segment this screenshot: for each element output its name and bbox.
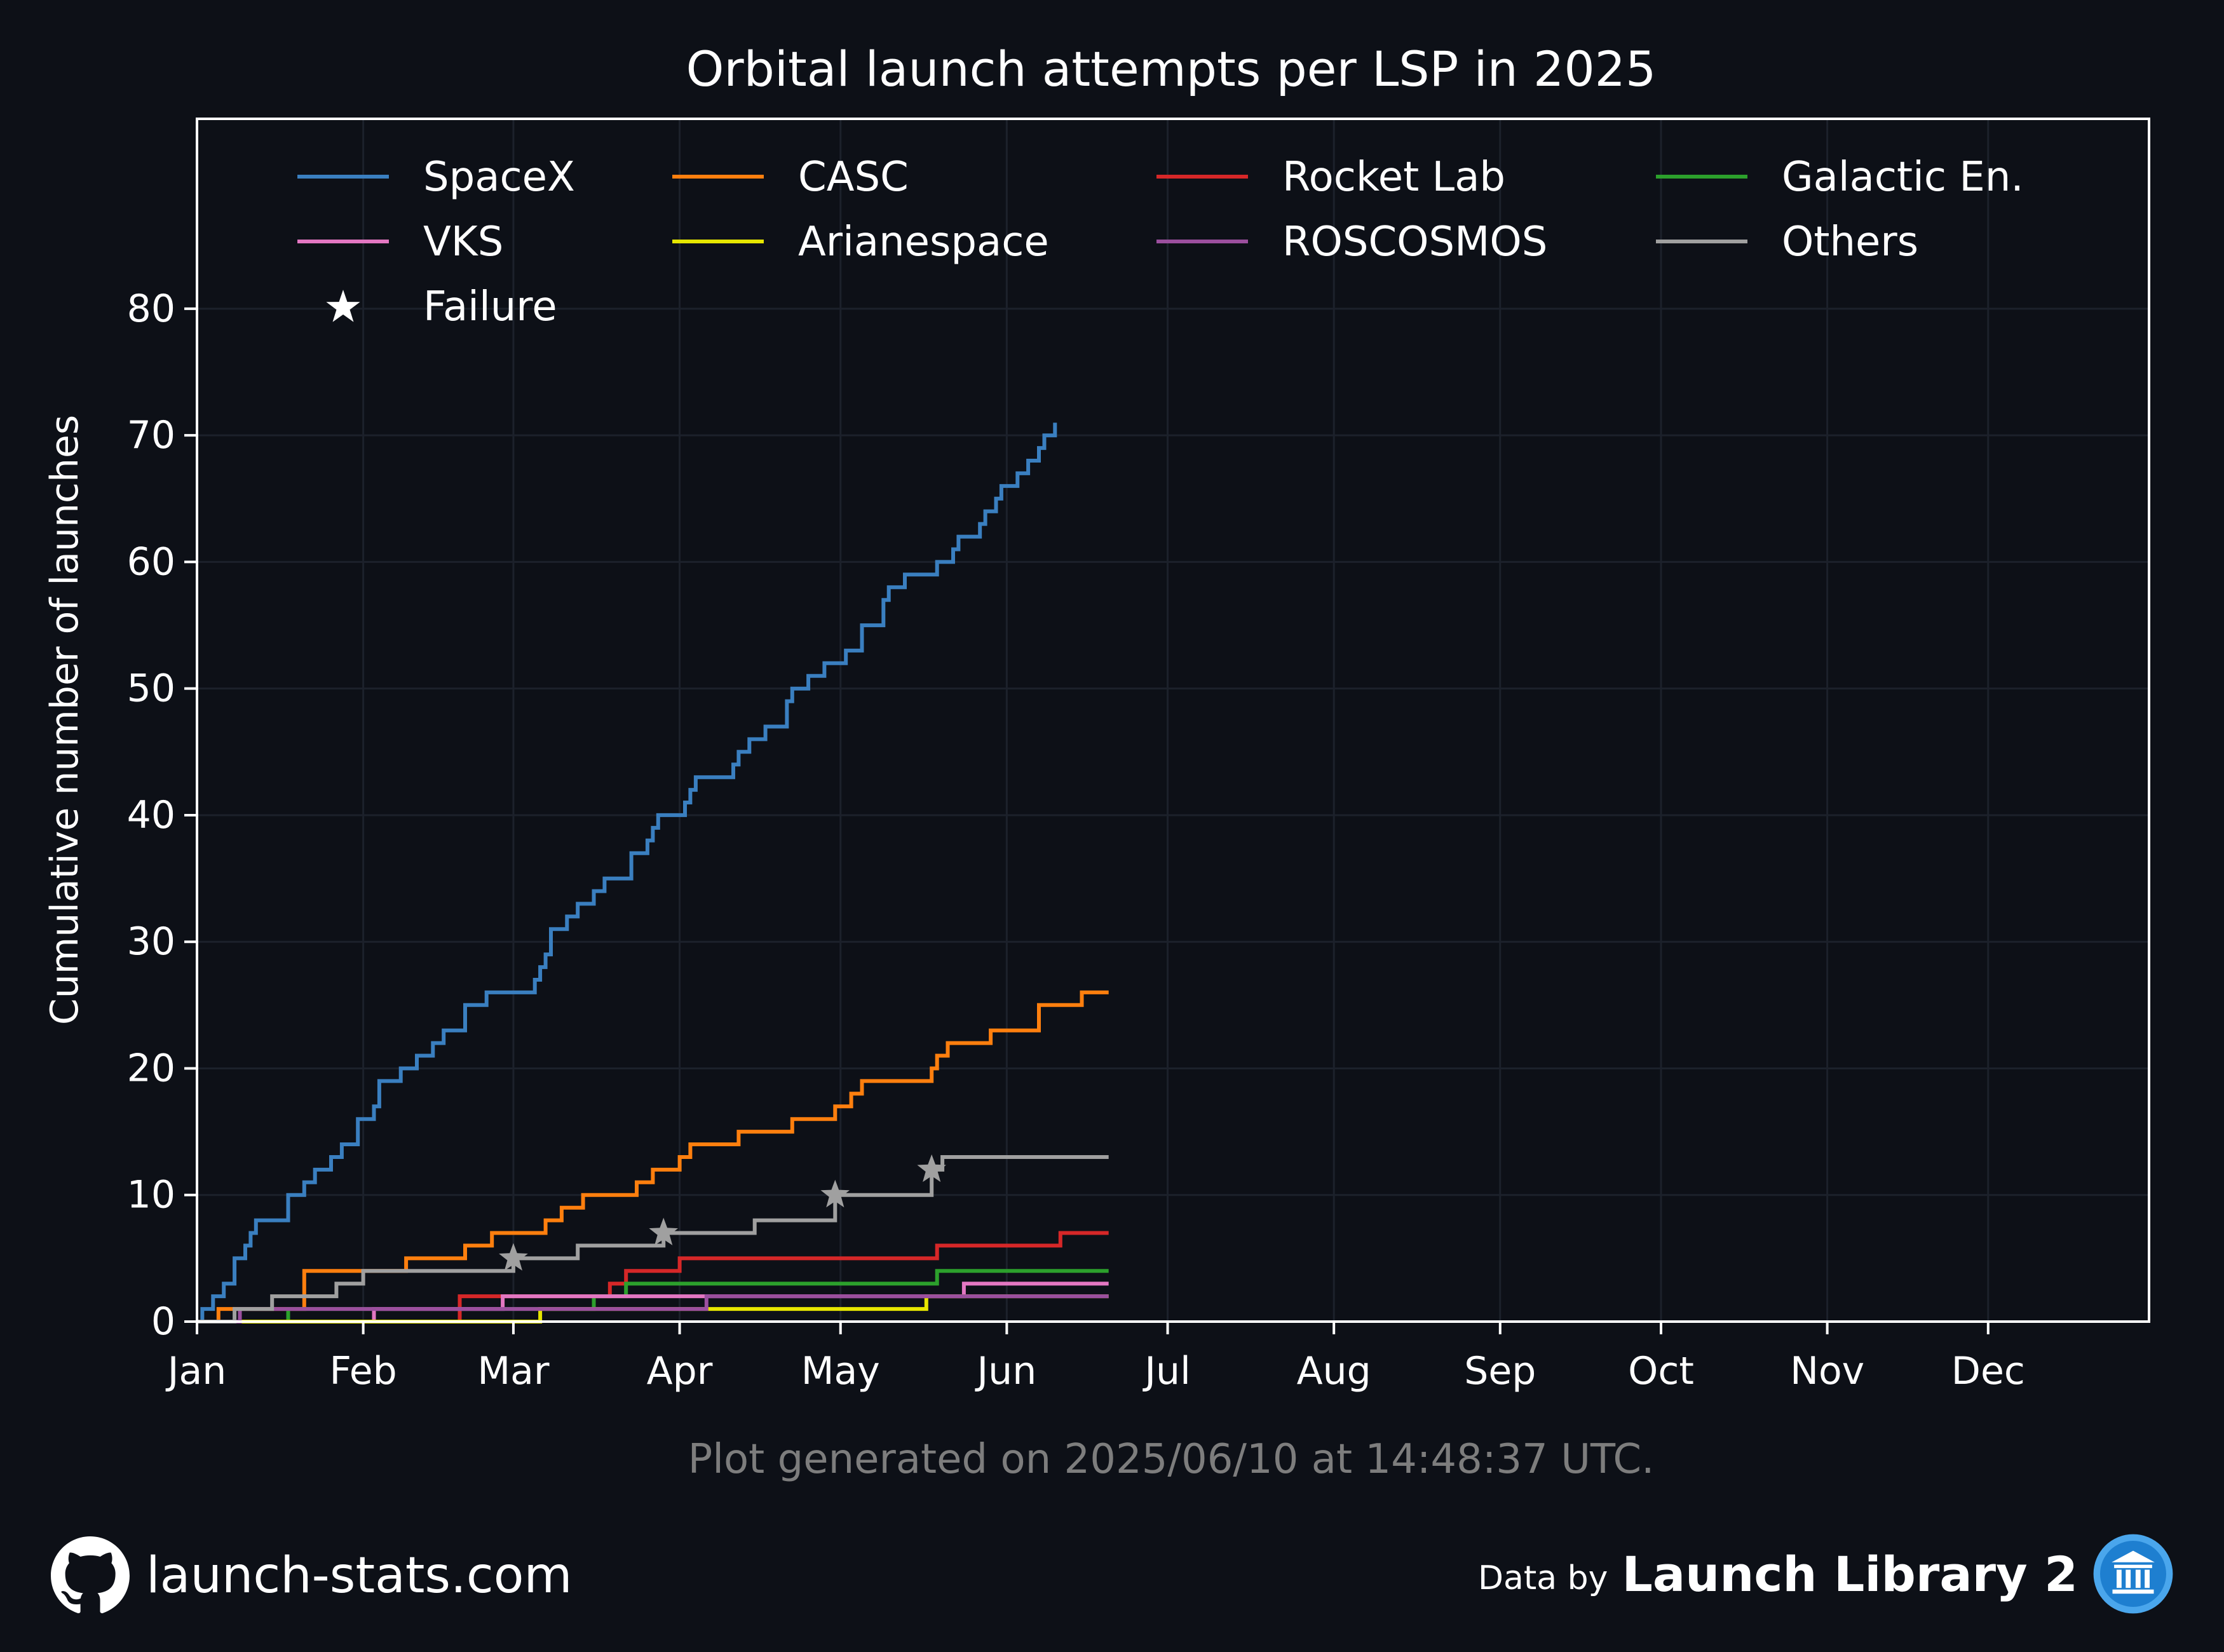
- x-tick-label: Mar: [477, 1349, 550, 1393]
- legend-label-failure: Failure: [423, 283, 557, 330]
- github-icon: [51, 1536, 130, 1613]
- legend-label-vks: VKS: [423, 219, 503, 266]
- failure-marker: [649, 1217, 679, 1245]
- x-tick-label: Aug: [1297, 1349, 1371, 1393]
- legend-label-spacex: SpaceX: [423, 154, 575, 201]
- y-tick-label: 20: [127, 1046, 175, 1090]
- y-tick-label: 70: [127, 413, 175, 457]
- x-tick-label: Apr: [647, 1349, 713, 1393]
- x-tick-label: Feb: [330, 1349, 397, 1393]
- y-tick-label: 80: [127, 287, 175, 331]
- failure-markers: [499, 1154, 946, 1271]
- failure-marker: [499, 1243, 528, 1271]
- legend-label-rocket-lab: Rocket Lab: [1282, 154, 1505, 201]
- y-tick-label: 60: [127, 539, 175, 584]
- x-tick-label: Nov: [1790, 1349, 1864, 1393]
- series-others: [197, 1155, 1109, 1324]
- y-tick-label: 0: [151, 1299, 175, 1344]
- legend-label-roscosmos: ROSCOSMOS: [1282, 219, 1547, 266]
- launch-library-brand: Launch Library 2: [1622, 1545, 2078, 1602]
- footer-credit: Data by Launch Library 2: [1478, 1533, 2174, 1615]
- launch-library-icon: [2093, 1534, 2173, 1614]
- x-tick-label: Dec: [1951, 1349, 2025, 1393]
- footer-site[interactable]: launch-stats.com: [51, 1536, 572, 1615]
- series-spacex: [197, 423, 1057, 1324]
- footer-site-text: launch-stats.com: [146, 1547, 573, 1604]
- legend-label-arianespace: Arianespace: [798, 219, 1049, 266]
- legend-label-galactic-en: Galactic En.: [1782, 154, 2024, 201]
- y-tick-label: 30: [127, 919, 175, 964]
- data-by-label: Data by: [1477, 1559, 1608, 1597]
- legend: SpaceX CASC Rocket Lab Galactic En. VKS Arian…: [297, 154, 2024, 330]
- series-vks: [197, 1282, 1109, 1324]
- x-tick-label: Jan: [165, 1349, 227, 1393]
- y-tick-label: 10: [127, 1173, 175, 1217]
- y-axis-label: Cumulative number of launches: [43, 415, 87, 1025]
- x-tick-label: Jun: [974, 1349, 1036, 1393]
- y-tick-label: 50: [127, 667, 175, 711]
- plot-frame: [196, 118, 2150, 1323]
- plot-footnote: Plot generated on 2025/06/10 at 14:48:37…: [688, 1436, 1655, 1483]
- x-tick-label: May: [801, 1349, 880, 1393]
- plot-area: [197, 119, 2149, 1322]
- series-casc: [197, 990, 1109, 1324]
- legend-failure-star: [326, 290, 360, 322]
- legend-label-others: Others: [1782, 219, 1918, 266]
- x-tick-label: Jul: [1142, 1349, 1190, 1393]
- series-rocket-lab: [197, 1231, 1109, 1324]
- x-tick-label: Sep: [1464, 1349, 1536, 1393]
- legend-label-casc: CASC: [798, 154, 909, 201]
- x-tick-label: Oct: [1628, 1349, 1694, 1393]
- chart-title: Orbital launch attempts per LSP in 2025: [686, 41, 1657, 97]
- axes: 0 10 20 30 40 50 60 70 80 Jan Feb Mar Apr May Jun Jul Au…: [127, 287, 2025, 1393]
- y-tick-label: 40: [127, 793, 175, 837]
- failure-marker: [917, 1154, 946, 1182]
- failure-marker: [820, 1179, 850, 1208]
